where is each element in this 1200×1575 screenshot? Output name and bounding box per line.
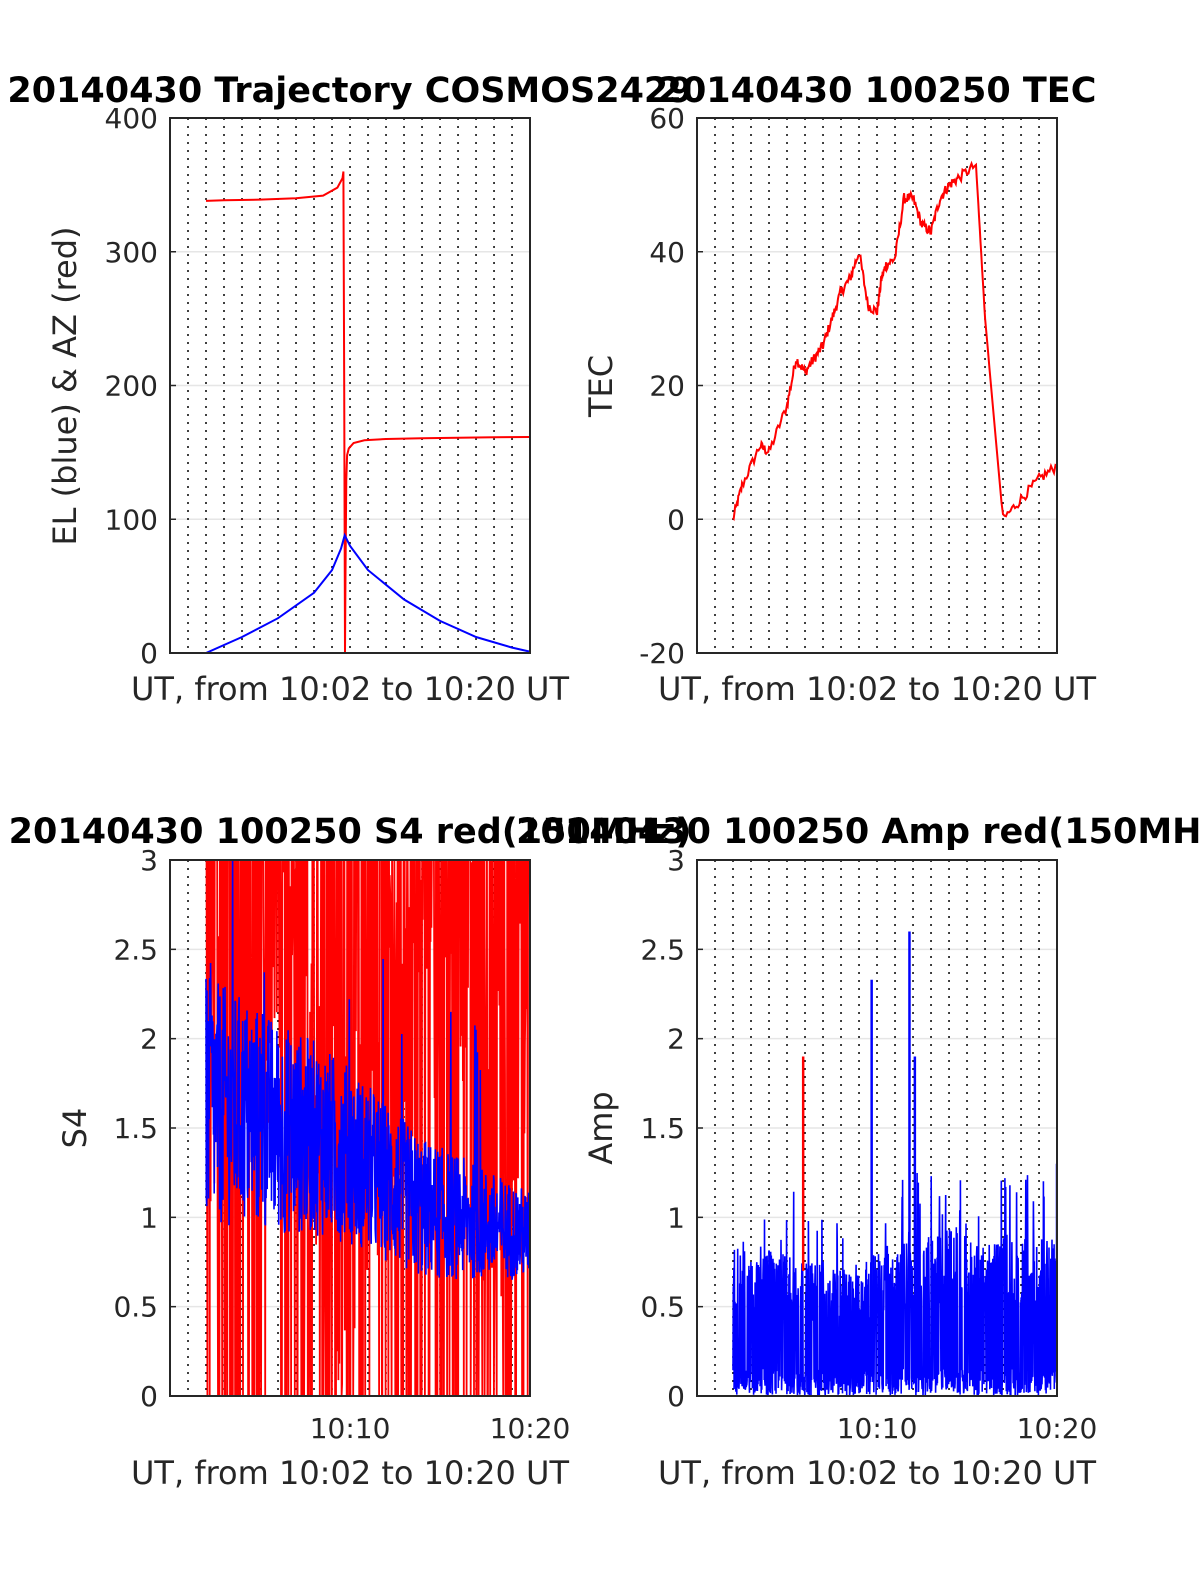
s4-ytick-label: 0 — [140, 1380, 158, 1413]
amp-ytick-label: 0 — [667, 1380, 685, 1413]
s4-xtick-label: 10:20 — [490, 1412, 571, 1445]
s4-title: 20140430 100250 S4 red(150MHz) — [9, 812, 692, 852]
s4-series-400mhz — [205, 860, 530, 1280]
trajectory-xlabel: UT, from 10:02 to 10:20 UT — [131, 670, 569, 708]
s4-series-150mhz — [205, 860, 530, 1396]
amp-ytick-label: 3 — [667, 844, 685, 877]
s4-ytick-label: 0.5 — [113, 1291, 158, 1324]
amp-series-400mhz — [732, 1172, 1057, 1396]
trajectory-series-az — [205, 171, 530, 653]
tec-title: 20140430 100250 TEC — [658, 71, 1097, 111]
tec-ylabel: TEC — [582, 355, 620, 418]
amp-title: 20140430 100250 Amp red(150MHz) — [516, 812, 1200, 852]
tec-ytick-label: 20 — [649, 370, 685, 403]
amp-xtick-label: 10:20 — [1017, 1412, 1098, 1445]
tec-ytick-label: 0 — [667, 503, 685, 536]
trajectory-ytick-label: 400 — [105, 102, 158, 135]
trajectory-ytick-label: 0 — [140, 637, 158, 670]
trajectory-ylabel: EL (blue) & AZ (red) — [46, 226, 84, 545]
amp-ytick-label: 2 — [667, 1023, 685, 1056]
panel-s4: 20140430 100250 S4 red(150MHz) 0 0.5 1 1.5 2… — [9, 812, 692, 1492]
s4-xlabel: UT, from 10:02 to 10:20 UT — [131, 1454, 569, 1492]
trajectory-ytick-label: 100 — [105, 503, 158, 536]
s4-ytick-label: 2 — [140, 1023, 158, 1056]
amp-ytick-label: 0.5 — [640, 1291, 685, 1324]
tec-series-tec — [732, 160, 1057, 522]
s4-ytick-label: 1.5 — [113, 1112, 158, 1145]
s4-ytick-label: 3 — [140, 844, 158, 877]
s4-xtick-label: 10:10 — [310, 1412, 391, 1445]
amp-ytick-label: 1 — [667, 1201, 685, 1234]
amp-xlabel: UT, from 10:02 to 10:20 UT — [658, 1454, 1096, 1492]
trajectory-series-el — [205, 532, 530, 653]
s4-ytick-label: 1 — [140, 1201, 158, 1234]
tec-ytick-label: 60 — [649, 102, 685, 135]
tec-xlabel: UT, from 10:02 to 10:20 UT — [658, 670, 1096, 708]
amp-ytick-label: 2.5 — [640, 933, 685, 966]
trajectory-ytick-label: 200 — [105, 370, 158, 403]
panel-amp: 20140430 100250 Amp red(150MHz) 0 0.5 1 1.5… — [516, 812, 1200, 1492]
amp-ytick-label: 1.5 — [640, 1112, 685, 1145]
s4-ylabel: S4 — [56, 1108, 94, 1149]
panel-trajectory: 20140430 Trajectory COSMOS2429 010020030… — [7, 71, 692, 708]
trajectory-ytick-label: 300 — [105, 236, 158, 269]
tec-ytick-label: -20 — [639, 637, 685, 670]
amp-xtick-label: 10:10 — [837, 1412, 918, 1445]
tec-ytick-label: 40 — [649, 236, 685, 269]
amp-ylabel: Amp — [582, 1091, 620, 1164]
trajectory-title: 20140430 Trajectory COSMOS2429 — [7, 71, 692, 111]
panel-tec: 20140430 100250 TEC -20 0 20 40 60 UT, from … — [582, 71, 1096, 708]
s4-ytick-label: 2.5 — [113, 933, 158, 966]
